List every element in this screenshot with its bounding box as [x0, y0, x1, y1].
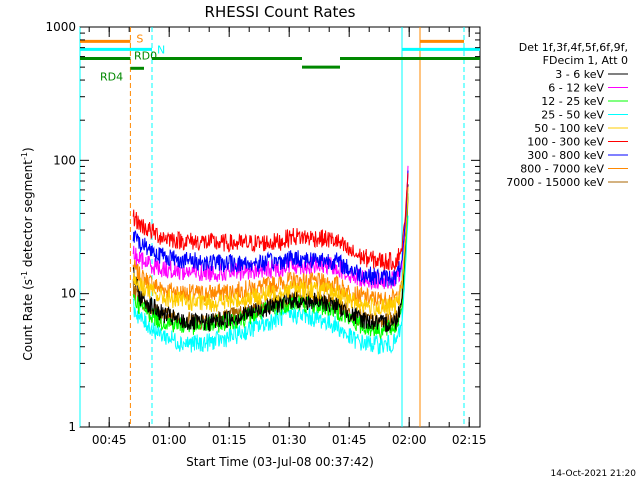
- y-tick-label: 10: [61, 287, 76, 301]
- y-tick-label: 1: [68, 420, 76, 434]
- legend-entry-label: 7000 - 15000 keV: [506, 176, 604, 189]
- x-axis-ticks: 00:45 01:00 01:15 01:30 01:45 02:00 02:15: [88, 27, 487, 447]
- series-line: [132, 173, 409, 272]
- x-tick-label: 02:00: [392, 433, 427, 447]
- generation-timestamp: 14-Oct-2021 21:20: [551, 469, 637, 479]
- legend-entry-label: 100 - 300 keV: [527, 136, 604, 149]
- legend-entry-label: 12 - 25 keV: [541, 95, 604, 108]
- y-axis-label: Count Rate (s-1 detector segment-1): [20, 147, 35, 360]
- legend-entry-label: 50 - 100 keV: [534, 122, 604, 135]
- x-tick-label: 02:15: [452, 433, 487, 447]
- state-bar-label: RD4: [100, 70, 123, 83]
- state-bar-label: RD0: [134, 50, 157, 63]
- x-axis-label: Start Time (03-Jul-08 00:37:42): [186, 455, 374, 469]
- y-tick-label: 100: [53, 153, 76, 167]
- state-bar-label: N: [157, 43, 165, 56]
- series-line: [132, 186, 409, 316]
- series-line: [132, 170, 409, 287]
- legend-entry-label: 800 - 7000 keV: [520, 163, 604, 176]
- legend: Det 1f,3f,4f,5f,6f,9f, FDecim 1, Att 0 3…: [506, 41, 628, 189]
- x-tick-label: 01:45: [332, 433, 367, 447]
- series-line: [132, 165, 409, 291]
- legend-header-line-1: Det 1f,3f,4f,5f,6f,9f,: [519, 41, 628, 54]
- legend-entry-label: 6 - 12 keV: [548, 82, 604, 95]
- state-bar-label: S: [136, 32, 143, 45]
- x-tick-label: 01:30: [272, 433, 307, 447]
- x-tick-label: 00:45: [92, 433, 127, 447]
- y-axis-ticks: 1 10 100 1000: [45, 20, 480, 434]
- chart-title: RHESSI Count Rates: [205, 3, 356, 21]
- x-tick-label: 01:00: [152, 433, 187, 447]
- legend-entry-label: 3 - 6 keV: [555, 68, 604, 81]
- legend-entry-label: 300 - 800 keV: [527, 149, 604, 162]
- legend-entry-label: 25 - 50 keV: [541, 109, 604, 122]
- y-tick-label: 1000: [45, 20, 76, 34]
- series-line: [132, 215, 409, 355]
- x-tick-label: 01:15: [212, 433, 247, 447]
- series-layer: [132, 165, 409, 355]
- legend-header-line-2: FDecim 1, Att 0: [543, 54, 628, 67]
